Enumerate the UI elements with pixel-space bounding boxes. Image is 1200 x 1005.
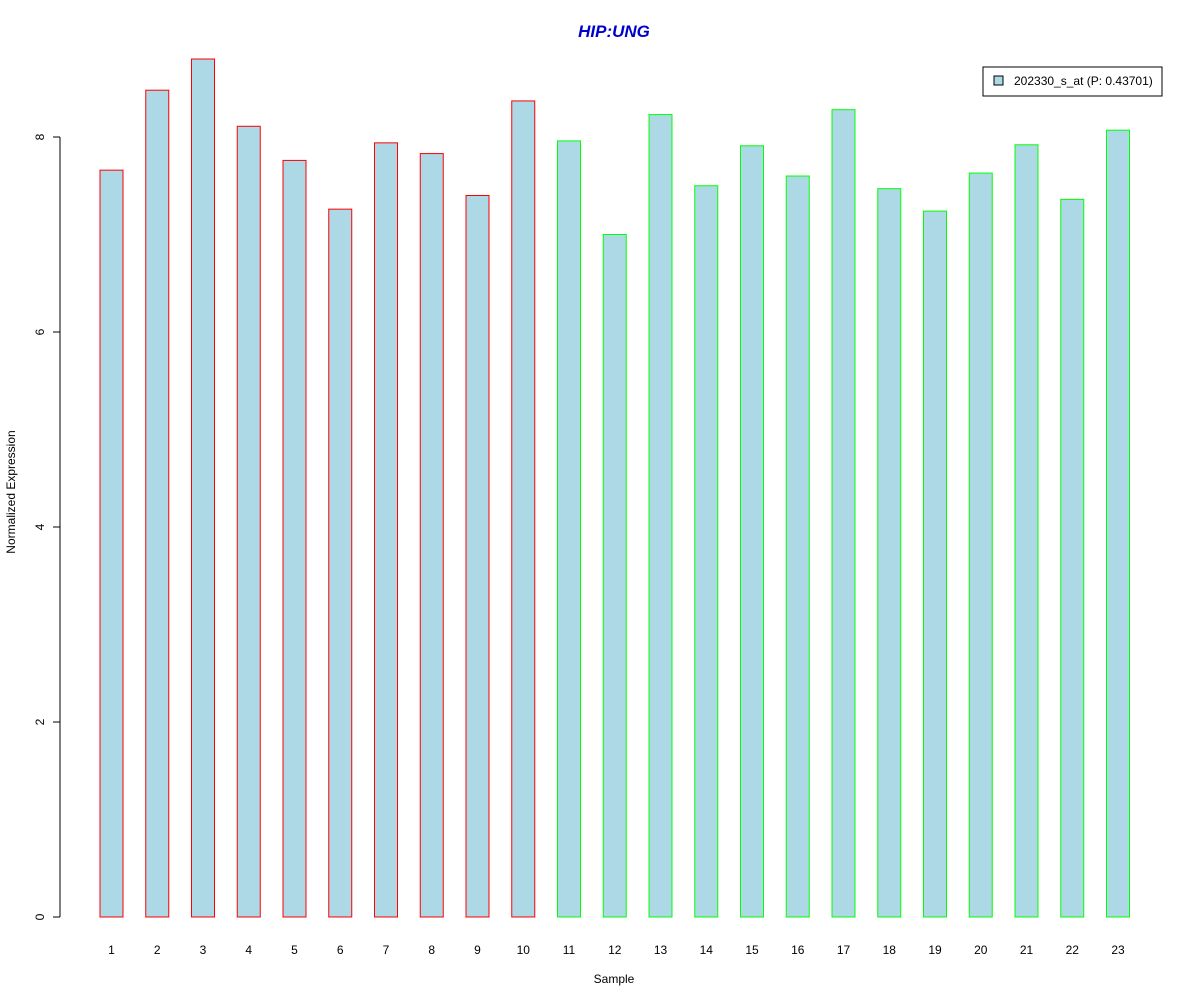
- x-tick-label: 16: [791, 943, 805, 957]
- x-tick-label: 20: [974, 943, 988, 957]
- x-tick-label: 2: [154, 943, 161, 957]
- y-tick-label: 4: [33, 523, 47, 530]
- bar-sample-19: [923, 210, 947, 918]
- x-tick-label: 12: [608, 943, 622, 957]
- bar-sample-22: [1060, 198, 1085, 918]
- y-tick-label: 2: [33, 718, 47, 725]
- bar-sample-20: [968, 172, 993, 918]
- legend-box: [982, 66, 1163, 97]
- bar-sample-5: [282, 159, 307, 918]
- y-tick-label: 6: [33, 328, 47, 335]
- bar-sample-10: [511, 100, 536, 918]
- bar-sample-15: [740, 145, 764, 918]
- x-tick-label: 9: [474, 943, 481, 957]
- x-tick-label: 8: [428, 943, 435, 957]
- x-tick-label: 4: [245, 943, 252, 957]
- x-tick-label: 11: [563, 943, 576, 957]
- x-tick-label: 19: [928, 943, 942, 957]
- bar-sample-13: [648, 114, 673, 918]
- bar-sample-6: [328, 208, 353, 918]
- legend-entry-label: 202330_s_at (P: 0.43701): [1014, 74, 1153, 88]
- legend: 202330_s_at (P: 0.43701): [982, 66, 1163, 97]
- bar-sample-21: [1014, 144, 1039, 918]
- y-tick-label: 0: [33, 913, 47, 920]
- bar-sample-17: [831, 109, 856, 918]
- bar-sample-11: [557, 140, 581, 918]
- bar-sample-3: [191, 58, 215, 918]
- x-tick-label: 7: [383, 943, 390, 957]
- bar-sample-14: [694, 185, 719, 918]
- x-tick-label: 18: [883, 943, 897, 957]
- x-tick-label: 14: [700, 943, 714, 957]
- bar-sample-2: [145, 89, 170, 918]
- x-tick-labels: 1 2 3 4 5 6 7 8 9 10 11 12 13 14 15 16 17 18 19 20 21 22 23: [108, 943, 1125, 957]
- bar-sample-18: [877, 188, 902, 918]
- legend-swatch: [993, 75, 1004, 86]
- x-tick-label: 15: [745, 943, 759, 957]
- x-tick-label: 22: [1066, 943, 1080, 957]
- bar-sample-7: [374, 142, 398, 918]
- y-axis-label: Normalized Expression: [4, 430, 18, 553]
- x-tick-label: 5: [291, 943, 298, 957]
- x-tick-label: 1: [108, 943, 115, 957]
- x-tick-label: 3: [200, 943, 207, 957]
- x-tick-label: 13: [654, 943, 668, 957]
- bar-sample-1: [99, 169, 124, 918]
- bar-sample-9: [465, 195, 490, 918]
- y-axis: 0 2 4 6 8: [33, 133, 61, 920]
- y-tick-label: 8: [33, 133, 47, 140]
- x-tick-label: 10: [517, 943, 531, 957]
- x-tick-label: 17: [837, 943, 851, 957]
- chart-title: HIP:UNG: [578, 22, 650, 41]
- bars: [99, 58, 1130, 918]
- x-tick-label: 6: [337, 943, 344, 957]
- bar-sample-4: [236, 125, 261, 918]
- x-tick-label: 21: [1020, 943, 1034, 957]
- x-axis-label: Sample: [594, 972, 635, 986]
- x-tick-label: 23: [1111, 943, 1125, 957]
- bar-sample-12: [602, 234, 627, 918]
- bar-sample-8: [419, 153, 444, 918]
- bar-sample-16: [785, 175, 810, 918]
- bar-sample-23: [1106, 129, 1130, 918]
